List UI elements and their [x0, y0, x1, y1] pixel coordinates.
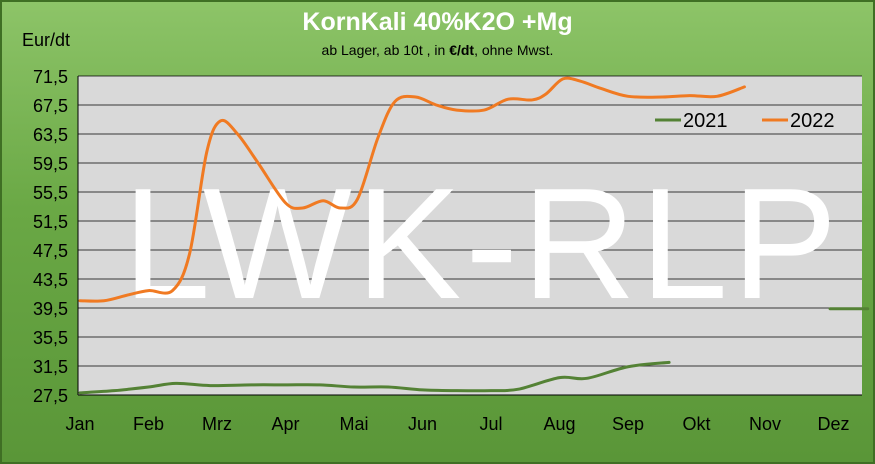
x-tick-label: Aug — [543, 414, 575, 434]
y-tick-label: 55,5 — [33, 183, 68, 203]
subtitle-unit: €/dt — [449, 42, 475, 58]
y-tick-label: 71,5 — [33, 67, 68, 87]
x-tick-label: Okt — [682, 414, 710, 434]
y-tick-label: 51,5 — [33, 212, 68, 232]
y-tick-label: 35,5 — [33, 328, 68, 348]
x-tick-label: Nov — [749, 414, 781, 434]
chart-title: KornKali 40%K2O +Mg — [302, 8, 573, 36]
x-tick-label: Mrz — [202, 414, 232, 434]
y-tick-label: 47,5 — [33, 241, 68, 261]
y-tick-label: 59,5 — [33, 154, 68, 174]
x-tick-label: Jul — [479, 414, 502, 434]
x-tick-label: Apr — [271, 414, 299, 434]
y-tick-label: 63,5 — [33, 125, 68, 145]
x-tick-label: Mai — [339, 414, 368, 434]
y-tick-label: 31,5 — [33, 357, 68, 377]
subtitle-prefix: ab Lager, ab 10t , in — [321, 42, 450, 58]
subtitle-suffix: , ohne Mwst. — [474, 42, 554, 58]
y-tick-label: 27,5 — [33, 386, 68, 406]
plot-area — [78, 76, 862, 395]
x-tick-label: Jun — [408, 414, 437, 434]
y-tick-label: 43,5 — [33, 270, 68, 290]
series-line-1 — [78, 76, 746, 303]
chart-subtitle: ab Lager, ab 10t , in €/dt, ohne Mwst. — [0, 42, 875, 58]
y-axis-label: Eur/dt — [22, 30, 71, 50]
x-tick-label: Sep — [612, 414, 644, 434]
x-tick-label: Feb — [133, 414, 164, 434]
y-tick-label: 39,5 — [33, 299, 68, 319]
watermark: LWK-RLP — [123, 156, 842, 332]
x-tick-label: Jan — [65, 414, 94, 434]
y-tick-label: 67,5 — [33, 96, 68, 116]
series-line-0 — [78, 360, 671, 395]
legend-label-2022: 2022 — [790, 110, 835, 132]
legend-label-2021: 2021 — [683, 110, 728, 132]
x-tick-label: Dez — [817, 414, 849, 434]
